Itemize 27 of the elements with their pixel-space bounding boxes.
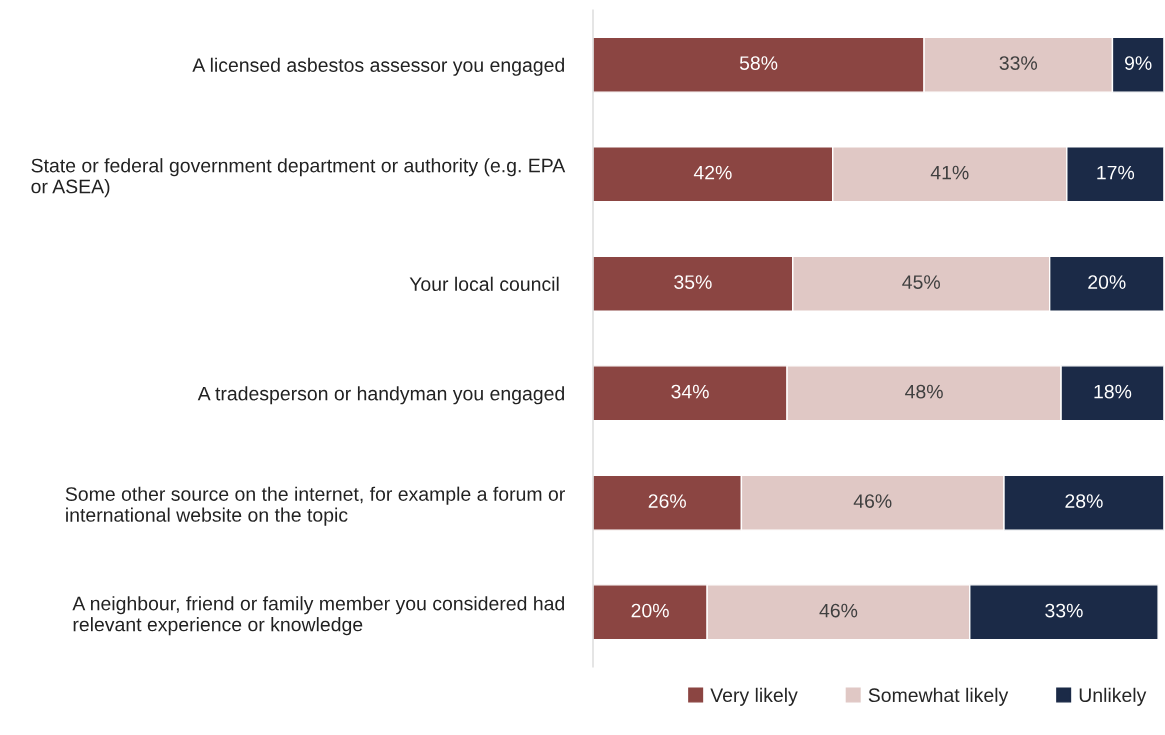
data-label: 46% <box>853 494 892 508</box>
data-label: 33% <box>1045 603 1083 618</box>
data-label: 48% <box>905 384 943 399</box>
data-label: 34% <box>671 384 709 399</box>
data-label: 20% <box>1088 275 1126 289</box>
y-tick-label: A tradesperson or handyman you engaged <box>197 386 564 405</box>
legend-label: Somewhat likely <box>868 687 1009 706</box>
y-tick-label: Your local council <box>409 276 559 291</box>
data-label: 26% <box>648 494 686 508</box>
y-tick-label: State or federal government department or authority (e.g. EPA or ASEA) <box>31 158 566 198</box>
y-tick-label: A neighbour, friend or family member you considered had relevant experience or knowledge <box>72 596 565 636</box>
data-label: 35% <box>674 275 712 289</box>
data-label: 45% <box>902 275 940 289</box>
data-label: 28% <box>1065 494 1103 508</box>
data-label: 20% <box>631 603 669 618</box>
data-label: 18% <box>1094 384 1132 399</box>
data-label: 46% <box>819 603 858 618</box>
legend-label: Very likely <box>710 687 798 706</box>
data-label: 58% <box>739 56 778 70</box>
data-label: 33% <box>999 56 1038 70</box>
y-tick-label: Some other source on the internet, for example a forum or international website on the topic <box>65 486 565 526</box>
y-tick-label: A licensed asbestos assessor you engaged <box>192 57 564 76</box>
data-label: 9% <box>1125 56 1152 70</box>
data-label: 41% <box>930 165 969 180</box>
legend-label: Unlikely <box>1079 687 1147 706</box>
data-label: 17% <box>1097 165 1135 180</box>
data-label: 42% <box>693 165 732 180</box>
